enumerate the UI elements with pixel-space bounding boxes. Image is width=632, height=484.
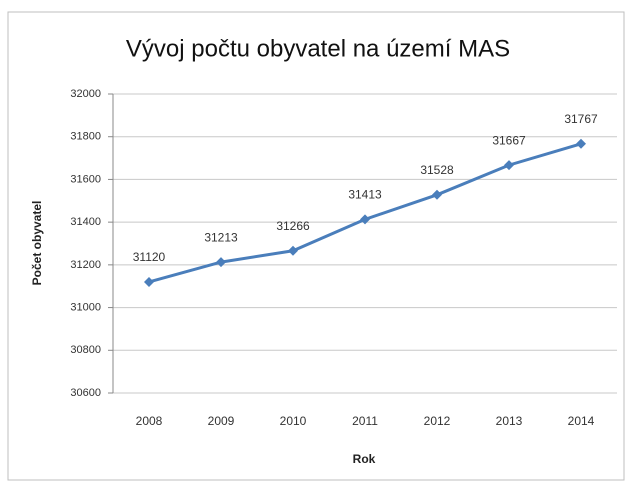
data-label: 31213 bbox=[204, 230, 238, 244]
marker bbox=[216, 257, 226, 268]
data-label: 31266 bbox=[276, 219, 310, 233]
data-label: 31667 bbox=[492, 133, 526, 147]
data-label: 31767 bbox=[564, 112, 598, 126]
y-tick-label: 31800 bbox=[70, 131, 101, 143]
data-label: 31413 bbox=[348, 188, 382, 202]
x-tick-label: 2011 bbox=[352, 414, 378, 428]
chart-frame bbox=[7, 11, 625, 481]
marker bbox=[360, 214, 370, 225]
y-tick-label: 32000 bbox=[70, 88, 101, 100]
y-tick-label: 31000 bbox=[70, 301, 101, 313]
y-tick-label: 31600 bbox=[70, 173, 101, 185]
x-axis-label: Rok bbox=[353, 452, 376, 466]
y-tick-label: 31400 bbox=[70, 216, 101, 228]
x-tick-label: 2012 bbox=[424, 414, 451, 428]
marker bbox=[576, 138, 586, 149]
marker bbox=[144, 276, 154, 287]
x-tick-label: 2008 bbox=[136, 414, 163, 428]
x-tick-label: 2010 bbox=[280, 414, 307, 428]
data-label: 31528 bbox=[420, 163, 454, 177]
y-axis-label: Počet obyvatel bbox=[30, 201, 44, 286]
y-tick-label: 31200 bbox=[70, 259, 101, 271]
data-label: 31120 bbox=[133, 250, 166, 264]
marker bbox=[288, 245, 298, 256]
y-tick-label: 30800 bbox=[70, 344, 101, 356]
x-tick-label: 2009 bbox=[208, 414, 235, 428]
y-tick-label: 30600 bbox=[70, 387, 101, 399]
x-tick-label: 2014 bbox=[568, 414, 595, 428]
marker bbox=[504, 160, 514, 171]
chart-title: Vývoj počtu obyvatel na území MAS bbox=[126, 35, 510, 62]
x-tick-label: 2013 bbox=[496, 414, 523, 428]
marker bbox=[432, 189, 442, 200]
